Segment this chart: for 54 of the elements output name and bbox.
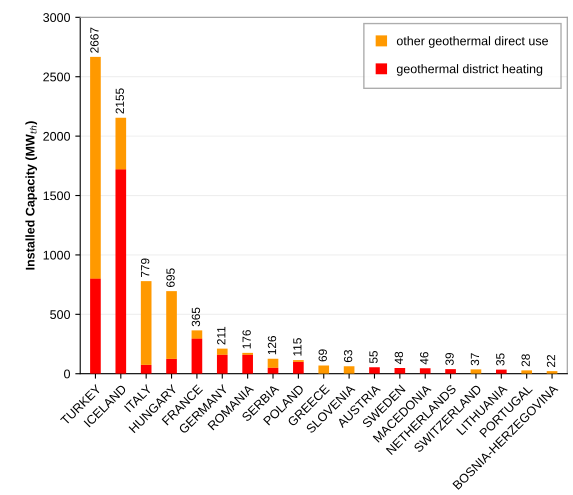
bar (140, 364, 152, 374)
total-label: 37 (470, 353, 480, 366)
bar (192, 330, 202, 339)
bar (420, 368, 431, 374)
total-label: 211 (217, 326, 226, 344)
total-label: 22 (546, 355, 556, 367)
bar (445, 369, 456, 374)
bar (192, 338, 202, 374)
bar (216, 348, 228, 355)
y-tick-label: 1500 (44, 191, 70, 200)
y-tick-label: 0 (64, 370, 70, 378)
bar (293, 362, 304, 374)
bar (115, 169, 126, 374)
total-label: 35 (496, 353, 504, 366)
y-tick-label: 2500 (43, 72, 70, 82)
total-label: 176 (242, 330, 251, 348)
total-label: 46 (420, 352, 428, 364)
bar (90, 278, 101, 374)
legend-label: geothermal district heating (396, 64, 542, 76)
total-label: 55 (369, 350, 378, 364)
bar (268, 358, 278, 368)
bar (268, 368, 278, 374)
bar (90, 56, 101, 279)
y-axis-title: Installed Capacity (MW$_{th}$) (25, 121, 38, 270)
total-label: 63 (344, 350, 352, 362)
total-label: 779 (140, 258, 150, 278)
y-tick-label: 3000 (43, 13, 70, 22)
bar (216, 354, 228, 374)
total-label: 39 (445, 352, 454, 366)
bar (115, 118, 126, 170)
total-label: 126 (268, 336, 276, 354)
total-label: 365 (192, 308, 200, 326)
bar (470, 369, 482, 374)
y-tick-label: 1000 (44, 250, 70, 260)
total-label: 2667 (90, 28, 99, 53)
total-label: 2155 (116, 88, 124, 114)
total-label: 48 (394, 352, 404, 364)
bar (369, 367, 380, 374)
bar (344, 366, 354, 374)
total-label: 115 (293, 338, 302, 356)
bar (394, 368, 406, 374)
total-label: 695 (166, 268, 175, 287)
bar (140, 281, 152, 365)
total-label: 69 (318, 349, 327, 362)
bar (318, 366, 330, 374)
bar (242, 354, 253, 374)
bar (496, 370, 507, 374)
total-label: 28 (521, 354, 530, 366)
bar (546, 371, 558, 374)
y-tick-label: 2000 (43, 132, 70, 141)
bar (166, 291, 177, 359)
legend-label: other geothermal direct use (396, 36, 548, 48)
y-tick-label: 500 (50, 310, 70, 319)
bar (166, 358, 177, 374)
